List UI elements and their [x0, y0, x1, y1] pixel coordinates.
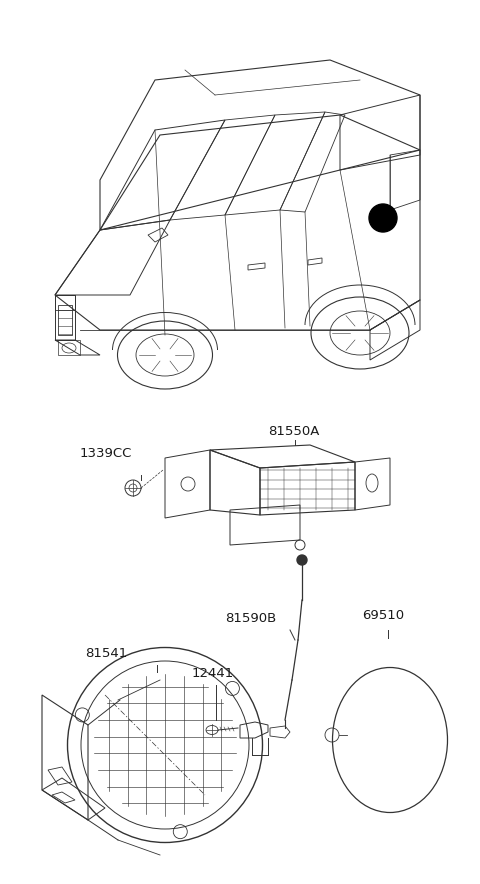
Text: 12441: 12441 — [192, 667, 234, 680]
Text: 81550A: 81550A — [268, 425, 319, 438]
Circle shape — [297, 555, 307, 565]
Text: 1339CC: 1339CC — [80, 447, 132, 460]
Text: 81590B: 81590B — [225, 612, 276, 625]
Text: 81541: 81541 — [85, 647, 127, 660]
Circle shape — [369, 204, 397, 232]
Text: 69510: 69510 — [362, 609, 404, 622]
